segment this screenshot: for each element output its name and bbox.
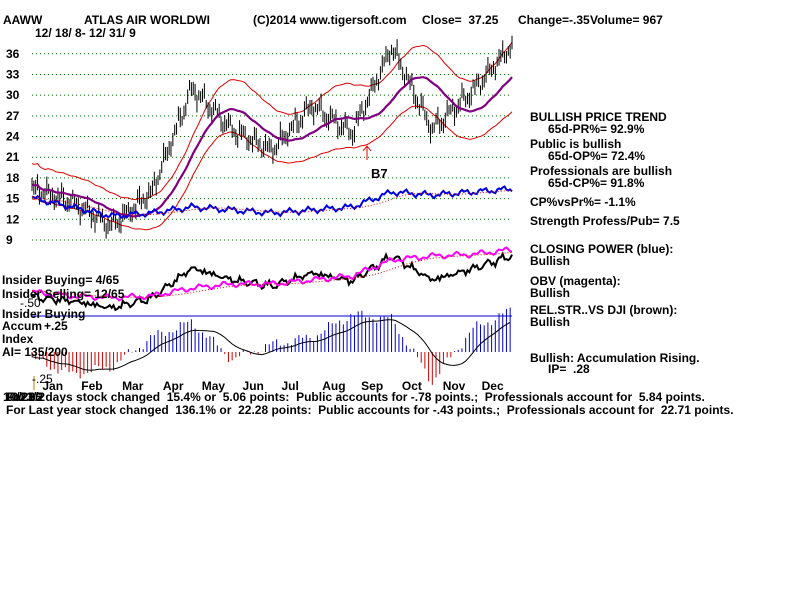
y-tick-36: 36 (6, 47, 20, 61)
x-tick-mar: Mar (122, 379, 144, 393)
price-bars (31, 35, 513, 239)
y-tick-30: 30 (6, 88, 20, 102)
cp-vs-pr-value: CP%vsPr%= -1.1% (530, 195, 636, 209)
buy-signal-label: B7 (371, 166, 388, 181)
x-tick-jan: Jan (42, 379, 63, 393)
footer-line-65-days: For 65 days stock changed 15.4% or 5.06 … (6, 390, 705, 404)
closing-power-ma-line (31, 189, 513, 216)
insider-buying-label: Insider Buying (2, 307, 86, 321)
buy-signal-arrowhead (362, 145, 372, 152)
professionals-value: 65d-CP%= 91.8% (548, 176, 645, 190)
insider-buying-count: Insider Buying= 4/65 (2, 273, 120, 287)
x-tick-nov: Nov (443, 379, 466, 393)
accum-status-title: Bullish: Accumulation Rising. (530, 351, 700, 365)
date-range: 12/ 18/ 8- 12/ 31/ 9 (35, 26, 136, 40)
ai-value: AI= 135/200 (2, 345, 68, 359)
obv-value: Bullish (530, 286, 571, 300)
obv-line (31, 246, 513, 302)
ticker-symbol: AAWW (3, 13, 43, 27)
accum-minus-50-level: -.50 (20, 296, 41, 310)
x-tick-jul: Jul (281, 379, 298, 393)
y-tick-33: 33 (6, 67, 20, 81)
date-overlap-a: 10/23/2 (3, 390, 44, 404)
public-title: Public is bullish (530, 137, 622, 151)
accum-label: Accum (2, 319, 43, 333)
upper-band-line (31, 41, 513, 201)
professionals-title: Professionals are bullish (530, 164, 673, 178)
trend-title: BULLISH PRICE TREND (530, 110, 667, 124)
public-value: 65d-OP%= 72.4% (548, 149, 646, 163)
accum-minus-25-level: -.25 (32, 372, 53, 386)
y-tick-27: 27 (6, 109, 20, 123)
x-tick-oct: Oct (402, 379, 422, 393)
accum-plus-level: +.25 (44, 319, 68, 333)
x-tick-may: May (202, 379, 226, 393)
index-label: Index (2, 332, 34, 346)
y-tick-12: 12 (6, 212, 20, 226)
y-tick-18: 18 (6, 171, 20, 185)
y-tick-24: 24 (6, 130, 20, 144)
rel-strength-title: REL.STR..VS DJI (brown): (530, 303, 678, 317)
x-tick-jun: Jun (243, 379, 264, 393)
x-tick-aug: Aug (322, 379, 345, 393)
volume-value: Volume= 967 (590, 13, 663, 27)
copyright-text: (C)2014 www.tigersoft.com (253, 13, 407, 27)
strength-value: Strength Profess/Pub= 7.5 (530, 214, 680, 228)
closing-power-line (31, 185, 513, 220)
trend-value: 65d-PR%= 92.9% (548, 122, 645, 136)
close-value: Close= 37.25 (422, 13, 499, 27)
accumulation-histogram (31, 307, 511, 385)
x-tick-sep: Sep (361, 379, 383, 393)
accum-status-value: IP= .28 (548, 362, 590, 376)
change-value: Change=-.35 (518, 13, 590, 27)
footer-line-last-year: For Last year stock changed 136.1% or 22… (6, 403, 734, 417)
accum-ma-line (31, 319, 511, 371)
rel-strength-value: Bullish (530, 315, 571, 329)
closing-power-title: CLOSING POWER (blue): (530, 242, 674, 256)
y-tick-15: 15 (6, 192, 20, 206)
y-tick-21: 21 (6, 150, 20, 164)
y-tick-9: 9 (6, 233, 13, 247)
moving-average-line (31, 76, 513, 218)
x-tick-feb: Feb (81, 379, 102, 393)
closing-power-value: Bullish (530, 254, 571, 268)
date-overlap-b: 10/23/2 (5, 390, 46, 404)
x-tick-dec: Dec (482, 379, 504, 393)
relative-strength-line (31, 251, 513, 312)
obv-title: OBV (magenta): (530, 274, 621, 288)
x-tick-apr: Apr (163, 379, 184, 393)
insider-selling-count: Insider Selling= 12/65 (2, 287, 125, 301)
company-name: ATLAS AIR WORLDWI (84, 13, 210, 27)
